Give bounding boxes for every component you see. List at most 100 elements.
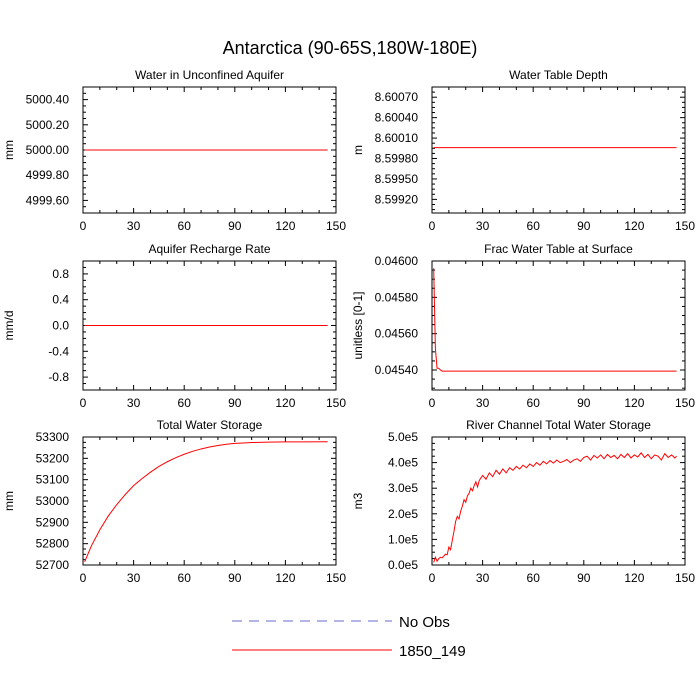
x-tick-label: 60 [527, 571, 541, 585]
y-tick-label: 0.04560 [375, 327, 419, 341]
x-tick-label: 150 [675, 396, 695, 410]
y-axis-label: m3 [351, 492, 365, 509]
x-tick-label: 30 [476, 396, 490, 410]
y-tick-label: 8.60070 [375, 90, 419, 104]
x-tick-label: 150 [326, 396, 346, 410]
panel-title: Water Table Depth [509, 68, 608, 82]
legend-label-1: No Obs [399, 614, 450, 631]
x-tick-label: 30 [476, 219, 490, 233]
plot-frame [82, 436, 337, 566]
y-axis-label: m [351, 145, 365, 155]
y-tick-label: 2.0e5 [388, 507, 418, 521]
y-tick-label: 5.0e5 [388, 430, 418, 444]
x-tick-label: 0 [80, 219, 87, 233]
plot-frame [431, 86, 686, 214]
x-tick-label: 120 [624, 396, 644, 410]
series-line-1850_149 [84, 441, 328, 562]
y-tick-label: 4.0e5 [388, 456, 418, 470]
chart-panel-3: Aquifer Recharge Rate mm/d 0 30 60 90 120 150 0.… [2, 242, 346, 410]
y-tick-label: 0.04540 [375, 363, 419, 377]
x-tick-label: 60 [178, 219, 192, 233]
y-tick-label: 0.0 [52, 319, 69, 333]
y-tick-label: 0.0e5 [388, 558, 418, 572]
x-tick-label: 90 [577, 396, 591, 410]
chart-panel-1: Water in Unconfined Aquifer mm 0 30 60 90 120 1… [2, 68, 346, 233]
x-tick-label: 120 [275, 396, 295, 410]
x-tick-label: 60 [178, 571, 192, 585]
x-tick-label: 30 [476, 571, 490, 585]
series-line-1850_149 [433, 452, 677, 563]
x-tick-label: 90 [228, 571, 242, 585]
x-tick-label: 150 [675, 219, 695, 233]
x-tick-label: 90 [577, 571, 591, 585]
y-tick-label: -0.8 [48, 370, 69, 384]
chart-panel-4: Frac Water Table at Surface unitless [0-1… [351, 242, 695, 410]
y-axis-label: mm [2, 491, 16, 511]
x-tick-label: 0 [429, 219, 436, 233]
x-tick-label: 120 [624, 571, 644, 585]
y-tick-label: 8.59950 [375, 172, 419, 186]
panel-title: Aquifer Recharge Rate [148, 242, 270, 256]
x-tick-label: 150 [326, 571, 346, 585]
y-tick-label: 52800 [36, 537, 70, 551]
x-tick-label: 60 [527, 219, 541, 233]
y-tick-label: 8.60010 [375, 131, 419, 145]
x-tick-label: 0 [80, 396, 87, 410]
x-tick-label: 60 [178, 396, 192, 410]
y-tick-label: 5000.20 [26, 118, 70, 132]
x-tick-label: 150 [326, 219, 346, 233]
x-tick-label: 30 [127, 396, 141, 410]
y-tick-label: 5000.40 [26, 93, 70, 107]
y-tick-label: 0.8 [52, 267, 69, 281]
y-tick-label: 1.0e5 [388, 532, 418, 546]
figure-title: Antarctica (90-65S,180W-180E) [223, 38, 478, 58]
x-tick-label: 90 [577, 219, 591, 233]
y-tick-label: 52900 [36, 515, 70, 529]
plot-frame [431, 260, 686, 391]
x-tick-label: 30 [127, 571, 141, 585]
y-tick-label: 4999.80 [26, 168, 70, 182]
legend: No Obs 1850_149 [232, 614, 466, 660]
y-tick-label: 0.04580 [375, 290, 419, 304]
x-tick-label: 0 [429, 571, 436, 585]
y-tick-label: 53300 [36, 430, 70, 444]
y-tick-label: 8.59980 [375, 152, 419, 166]
plot-frame [431, 436, 686, 566]
y-tick-label: 0.04600 [375, 254, 419, 268]
chart-panel-2: Water Table Depth m 0 30 60 90 120 150 8.60070 8.… [351, 68, 695, 233]
chart-panel-6: River Channel Total Water Storage m3 0 30 60… [351, 418, 695, 585]
x-tick-label: 120 [275, 219, 295, 233]
x-tick-label: 60 [527, 396, 541, 410]
panel-title: River Channel Total Water Storage [466, 418, 651, 432]
y-tick-label: 53000 [36, 494, 70, 508]
y-tick-label: 4999.60 [26, 193, 70, 207]
x-tick-label: 30 [127, 219, 141, 233]
y-tick-label: -0.4 [48, 344, 69, 358]
series-line-1850_149 [433, 268, 677, 372]
legend-label-2: 1850_149 [399, 643, 466, 660]
panel-title: Total Water Storage [157, 418, 263, 432]
y-axis-label: mm/d [2, 311, 16, 341]
y-tick-label: 5000.00 [26, 143, 70, 157]
x-tick-label: 120 [275, 571, 295, 585]
y-tick-label: 8.60040 [375, 111, 419, 125]
x-tick-label: 0 [429, 396, 436, 410]
panels: Water in Unconfined Aquifer mm 0 30 60 90 120 1… [2, 68, 695, 585]
y-axis-label: unitless [0-1] [351, 291, 365, 359]
y-tick-label: 53100 [36, 473, 70, 487]
y-tick-label: 8.59920 [375, 192, 419, 206]
chart-panel-5: Total Water Storage mm 0 30 60 90 120 150 53300 5… [2, 418, 346, 585]
x-tick-label: 90 [228, 219, 242, 233]
y-tick-label: 53200 [36, 451, 70, 465]
panel-title: Frac Water Table at Surface [484, 242, 633, 256]
y-axis-label: mm [2, 140, 16, 160]
y-tick-label: 3.0e5 [388, 481, 418, 495]
x-tick-label: 90 [228, 396, 242, 410]
x-tick-label: 150 [675, 571, 695, 585]
panel-title: Water in Unconfined Aquifer [135, 68, 284, 82]
x-tick-label: 0 [80, 571, 87, 585]
y-tick-label: 0.4 [52, 293, 69, 307]
y-tick-label: 52700 [36, 558, 70, 572]
x-tick-label: 120 [624, 219, 644, 233]
